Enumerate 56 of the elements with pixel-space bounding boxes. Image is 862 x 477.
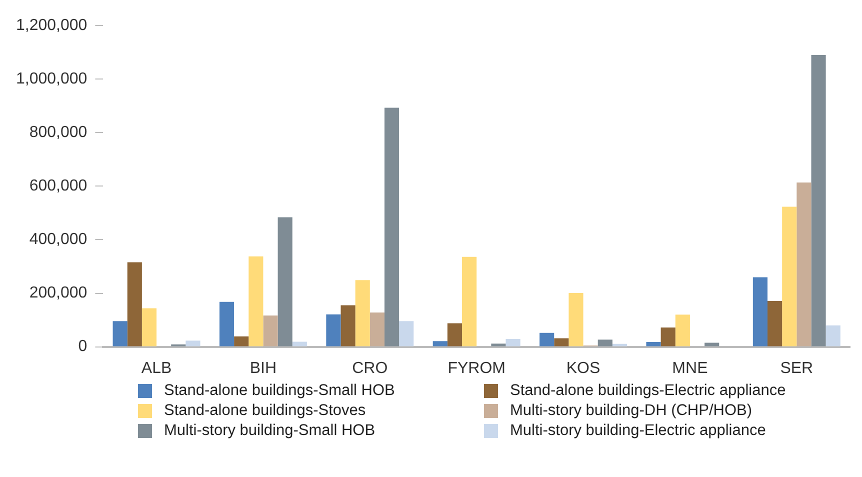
bar: [646, 342, 661, 346]
bar: [234, 336, 249, 346]
legend-label: Stand-alone buildings-Electric appliance: [510, 382, 786, 400]
x-tick-label: KOS: [566, 360, 600, 377]
legend-label: Stand-alone buildings-Small HOB: [164, 382, 395, 400]
bar: [612, 344, 628, 346]
y-tick-label: 0: [78, 338, 88, 356]
bar: [248, 256, 264, 346]
bar: [384, 108, 400, 346]
bar: [127, 262, 142, 346]
bar: [660, 328, 676, 346]
legend-label: Multi-story building-Small HOB: [164, 422, 376, 440]
bar: [340, 305, 356, 346]
bar: [811, 55, 826, 346]
x-tick-label: BIH: [250, 360, 277, 377]
bar: [752, 277, 768, 346]
bar: [506, 339, 520, 346]
bar: [767, 301, 782, 346]
y-tick-label: 1,000,000: [16, 70, 88, 88]
x-tick-label: FYROM: [448, 360, 506, 377]
bar: [355, 280, 370, 346]
bar: [598, 340, 612, 346]
bar: [278, 217, 292, 346]
bar: [370, 312, 384, 346]
bar: [263, 315, 278, 346]
bar: [399, 321, 414, 346]
y-tick-label: 1,200,000: [16, 17, 88, 34]
bar: [704, 342, 720, 346]
y-tick-label: 200,000: [29, 284, 88, 302]
bar: [675, 314, 690, 346]
bar: [447, 323, 462, 346]
y-tick-label: 600,000: [29, 178, 88, 195]
bar: [568, 293, 584, 346]
bar: [219, 302, 234, 346]
x-tick-label: SER: [780, 360, 814, 377]
bar: [796, 182, 812, 346]
x-tick-label: MNE: [672, 360, 708, 377]
y-tick-label: 400,000: [29, 231, 88, 248]
bar: [112, 321, 128, 346]
bar: [554, 338, 569, 346]
bar: [292, 342, 307, 346]
bar: [142, 308, 157, 346]
legend-label: Stand-alone buildings-Stoves: [164, 402, 366, 420]
bar: [432, 341, 448, 346]
x-tick-label: ALB: [141, 360, 172, 377]
bar: [186, 340, 200, 346]
legend-label: Multi-story building-Electric appliance: [510, 422, 766, 440]
bar: [491, 344, 506, 346]
bar: [826, 325, 840, 346]
bar: [326, 314, 341, 346]
legend-label: Multi-story building-DH (CHP/HOB): [510, 402, 752, 420]
x-tick-label: CRO: [352, 360, 388, 377]
y-tick-label: 800,000: [29, 124, 88, 142]
bar: [782, 206, 797, 346]
bar: [462, 256, 477, 346]
bar: [540, 332, 554, 346]
